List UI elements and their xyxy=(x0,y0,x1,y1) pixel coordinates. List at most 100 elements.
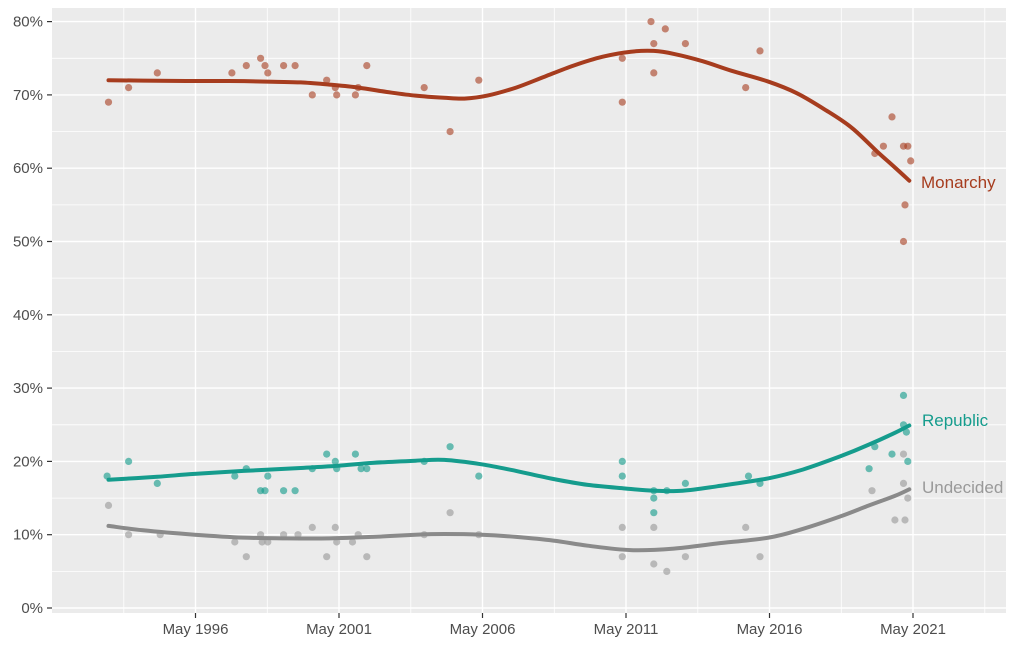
undecided-data-point xyxy=(446,509,454,517)
republic-data-point xyxy=(357,465,365,473)
republic-data-point xyxy=(618,472,626,480)
series-monarchy-trend xyxy=(106,48,912,183)
republic-data-point xyxy=(323,450,331,458)
undecided-data-point xyxy=(618,553,626,561)
monarchy-data-point xyxy=(742,84,750,92)
undecided-data-point xyxy=(742,523,750,532)
undecided-data-point xyxy=(331,523,339,532)
x-tick-label: May 2021 xyxy=(880,621,946,638)
x-tick-label: May 2011 xyxy=(594,621,659,638)
y-tick-label: 0% xyxy=(21,600,43,617)
y-tick-label: 30% xyxy=(13,380,43,397)
monarchy-data-point xyxy=(291,62,299,70)
monarchy-data-point xyxy=(242,62,250,70)
x-tick-label: May 2006 xyxy=(450,621,516,638)
monarchy-data-point xyxy=(647,18,655,26)
monarchy-data-point xyxy=(650,40,658,48)
undecided-data-point xyxy=(891,516,899,524)
gridlines-major xyxy=(52,8,1006,613)
monarchy-data-point xyxy=(333,91,341,99)
republic-data-point xyxy=(475,472,483,480)
undecided-data-point xyxy=(104,501,113,509)
series-label-monarchy: Monarchy xyxy=(921,173,996,192)
undecided-data-point xyxy=(650,523,658,532)
undecided-data-point xyxy=(899,479,908,487)
republic-data-point xyxy=(231,472,239,480)
undecided-data-point xyxy=(323,553,331,561)
y-axis: 0% 10% 20% 30% 40% 50% 60% 70% 80% xyxy=(13,14,52,617)
monarchy-data-point xyxy=(879,142,888,150)
republic-data-point xyxy=(291,487,299,495)
republic-data-point xyxy=(363,465,371,473)
monarchy-data-point xyxy=(446,128,454,136)
republic-data-point xyxy=(899,391,908,399)
monarchy-data-point xyxy=(475,76,483,84)
monarchy-data-point xyxy=(756,47,764,55)
republic-data-point xyxy=(681,479,690,487)
x-tick-label: May 1996 xyxy=(163,621,229,638)
republic-data-point xyxy=(650,494,658,502)
undecided-data-point xyxy=(899,450,908,458)
republic-data-point xyxy=(902,428,911,436)
undecided-data-point xyxy=(125,531,133,539)
monarchy-data-point xyxy=(153,69,161,77)
republic-data-point xyxy=(446,443,454,451)
monarchy-data-point xyxy=(280,62,288,70)
y-tick-label: 60% xyxy=(13,160,43,177)
x-tick-label: May 2016 xyxy=(737,621,803,638)
republic-trend-line xyxy=(106,423,912,494)
series-label-undecided: Undecided xyxy=(922,478,1004,497)
gridlines-minor xyxy=(52,8,1006,613)
republic-data-point xyxy=(331,457,339,465)
undecided-data-point xyxy=(242,553,250,561)
undecided-data-point xyxy=(663,567,671,576)
republic-data-point xyxy=(264,472,272,480)
republic-data-point xyxy=(888,450,896,458)
monarchy-data-point xyxy=(228,69,236,77)
undecided-data-point xyxy=(231,538,239,546)
republic-data-point xyxy=(904,457,912,465)
monarchy-data-point xyxy=(351,91,359,99)
monarchy-data-point xyxy=(420,84,428,92)
monarchy-data-point xyxy=(323,76,331,84)
undecided-data-point xyxy=(363,553,371,561)
monarchy-data-point xyxy=(264,69,272,77)
monarchy-data-point xyxy=(257,54,265,62)
monarchy-data-point xyxy=(363,62,371,70)
republic-data-point xyxy=(153,479,161,487)
y-tick-label: 10% xyxy=(13,527,43,544)
undecided-data-point xyxy=(756,553,764,561)
undecided-data-point xyxy=(904,494,912,502)
monarchy-data-point xyxy=(618,98,626,106)
undecided-data-point xyxy=(618,523,626,532)
monarchy-data-point xyxy=(907,157,915,165)
monarchy-data-point xyxy=(308,91,316,99)
republic-data-point xyxy=(125,457,133,465)
monarchy-data-point xyxy=(104,98,113,106)
monarchy-data-point xyxy=(650,69,658,77)
monarchy-data-point xyxy=(899,237,908,246)
republic-data-point xyxy=(261,487,269,495)
series-undecided-trend xyxy=(106,487,912,553)
x-tick-label: May 2001 xyxy=(306,621,372,638)
series-label-republic: Republic xyxy=(922,411,989,430)
monarchy-data-point xyxy=(125,84,133,92)
monarchy-data-point xyxy=(901,201,909,209)
undecided-data-point xyxy=(681,553,690,561)
republic-data-point xyxy=(865,465,873,473)
undecided-data-point xyxy=(308,523,316,532)
undecided-data-point xyxy=(348,538,357,546)
monarchy-data-point xyxy=(618,54,626,62)
undecided-data-point xyxy=(650,560,658,568)
republic-data-point xyxy=(744,472,753,480)
undecided-data-point xyxy=(901,516,909,524)
y-tick-label: 70% xyxy=(13,87,43,104)
y-tick-label: 50% xyxy=(13,234,43,251)
undecided-data-point xyxy=(258,538,266,546)
republic-data-point xyxy=(618,457,626,465)
republic-data-point xyxy=(351,450,359,458)
x-axis: May 1996 May 2001 May 2006 May 2011 May 2016… xyxy=(163,613,946,638)
y-tick-label: 40% xyxy=(13,307,43,324)
